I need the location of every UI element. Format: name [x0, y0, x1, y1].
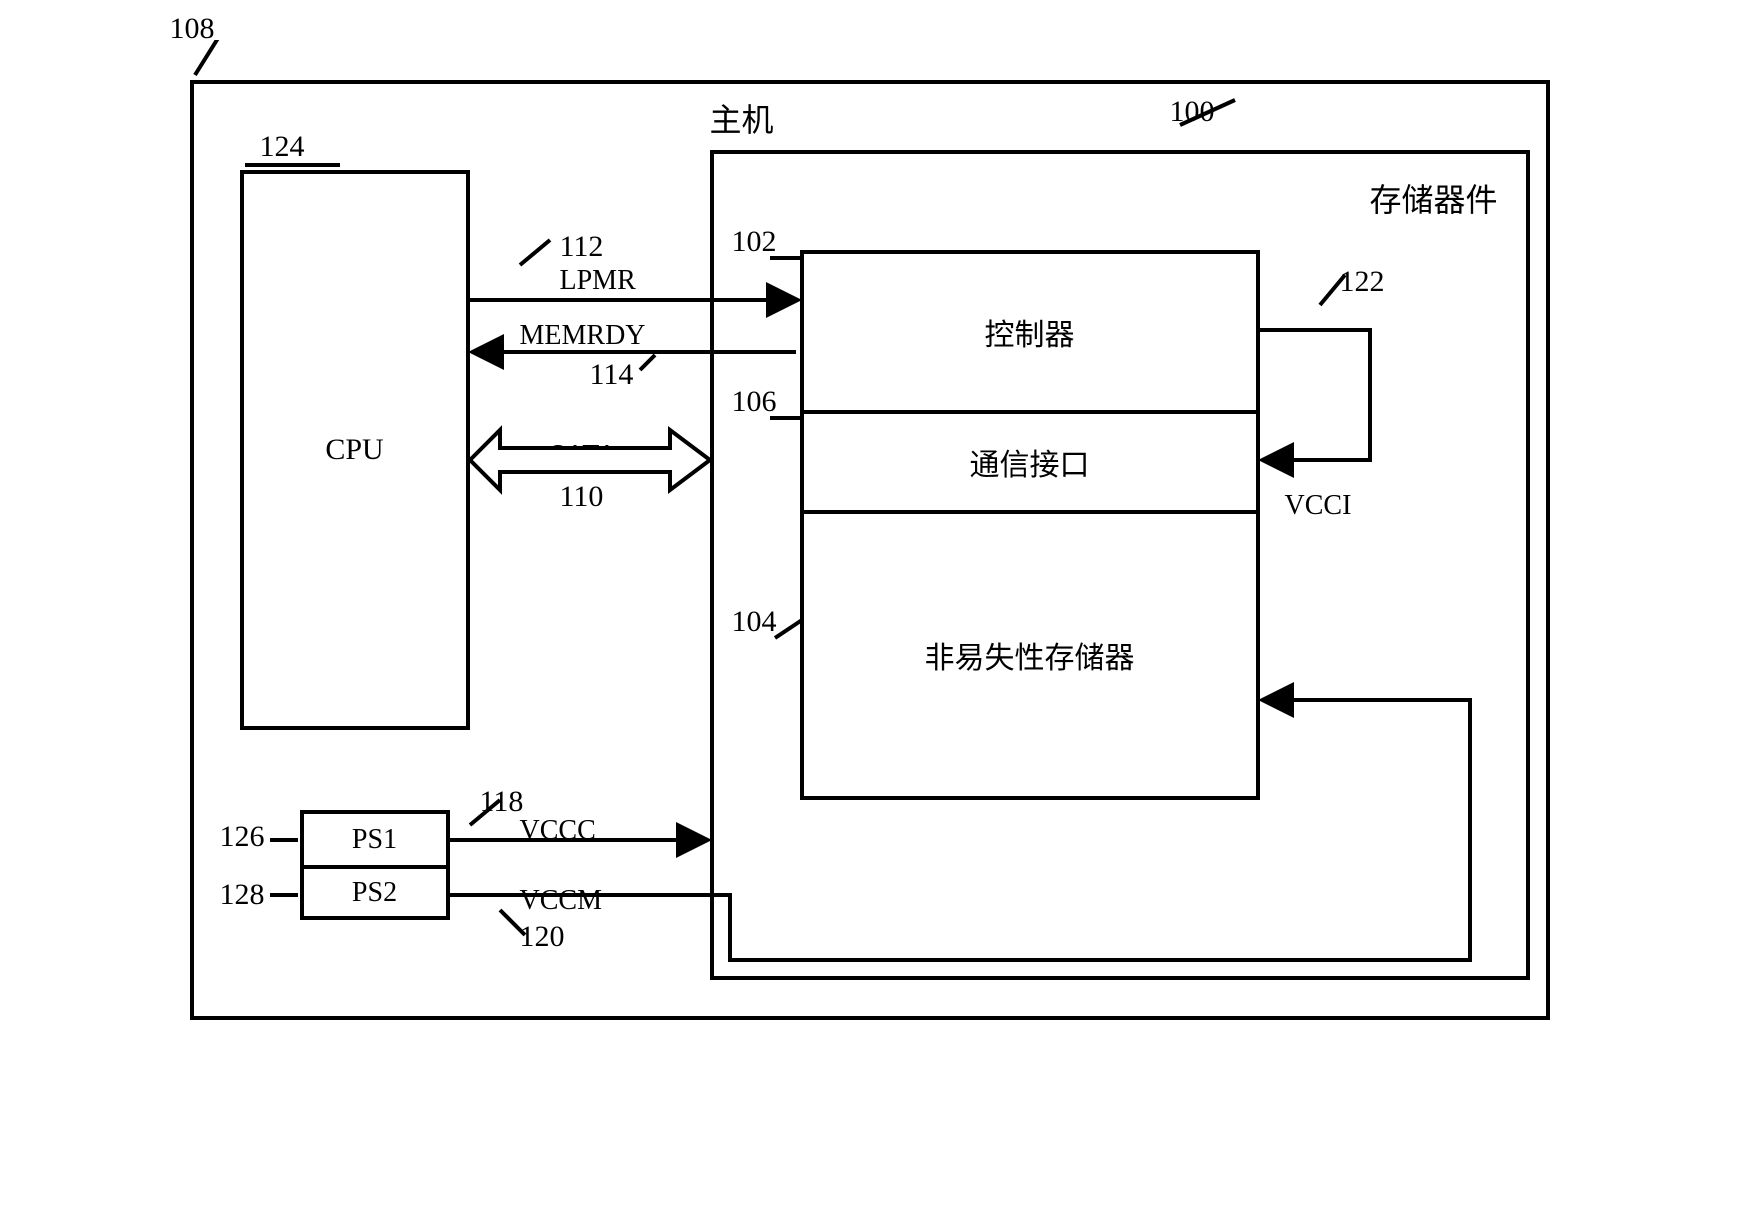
vccc-label: VCCC: [520, 815, 596, 847]
ref-126: 126: [220, 820, 265, 854]
nvm-box: 非易失性存储器: [800, 510, 1260, 800]
ref-118: 118: [480, 785, 524, 819]
controller-label: 控制器: [985, 310, 1075, 354]
host-title: 主机: [710, 95, 774, 141]
ps2-label: PS2: [352, 877, 397, 909]
ref-124: 124: [260, 130, 305, 164]
ref-100: 100: [1170, 95, 1215, 129]
ref-104: 104: [732, 605, 777, 639]
comm-label: 通信接口: [970, 440, 1090, 484]
ps1-label: PS1: [352, 824, 397, 856]
ref-122: 122: [1340, 265, 1385, 299]
storage-title: 存储器件: [1370, 175, 1498, 221]
ps1-box: PS1: [300, 810, 450, 865]
ref-110: 110: [560, 480, 604, 514]
comm-box: 通信接口: [800, 410, 1260, 510]
nvm-label: 非易失性存储器: [925, 633, 1135, 677]
ref-102: 102: [732, 225, 777, 259]
ps2-box: PS2: [300, 865, 450, 920]
controller-box: 控制器: [800, 250, 1260, 410]
lpmr-label: LPMR: [560, 265, 636, 297]
cpu-label: CPU: [325, 433, 383, 467]
sata-label: SATA: [550, 440, 618, 472]
vccm-label: VCCM: [520, 885, 602, 917]
memrdy-label: MEMRDY: [520, 320, 646, 352]
ref-112: 112: [560, 230, 604, 264]
vcci-label: VCCI: [1285, 490, 1352, 522]
ref-114: 114: [590, 358, 634, 392]
block-diagram: 108 主机 124 CPU 100 存储器件 102 控制器 106 通信接口…: [170, 40, 1570, 1040]
ref-120: 120: [520, 920, 565, 954]
ref-108: 108: [170, 12, 215, 46]
ref-128: 128: [220, 878, 265, 912]
cpu-box: CPU: [240, 170, 470, 730]
ref-106: 106: [732, 385, 777, 419]
